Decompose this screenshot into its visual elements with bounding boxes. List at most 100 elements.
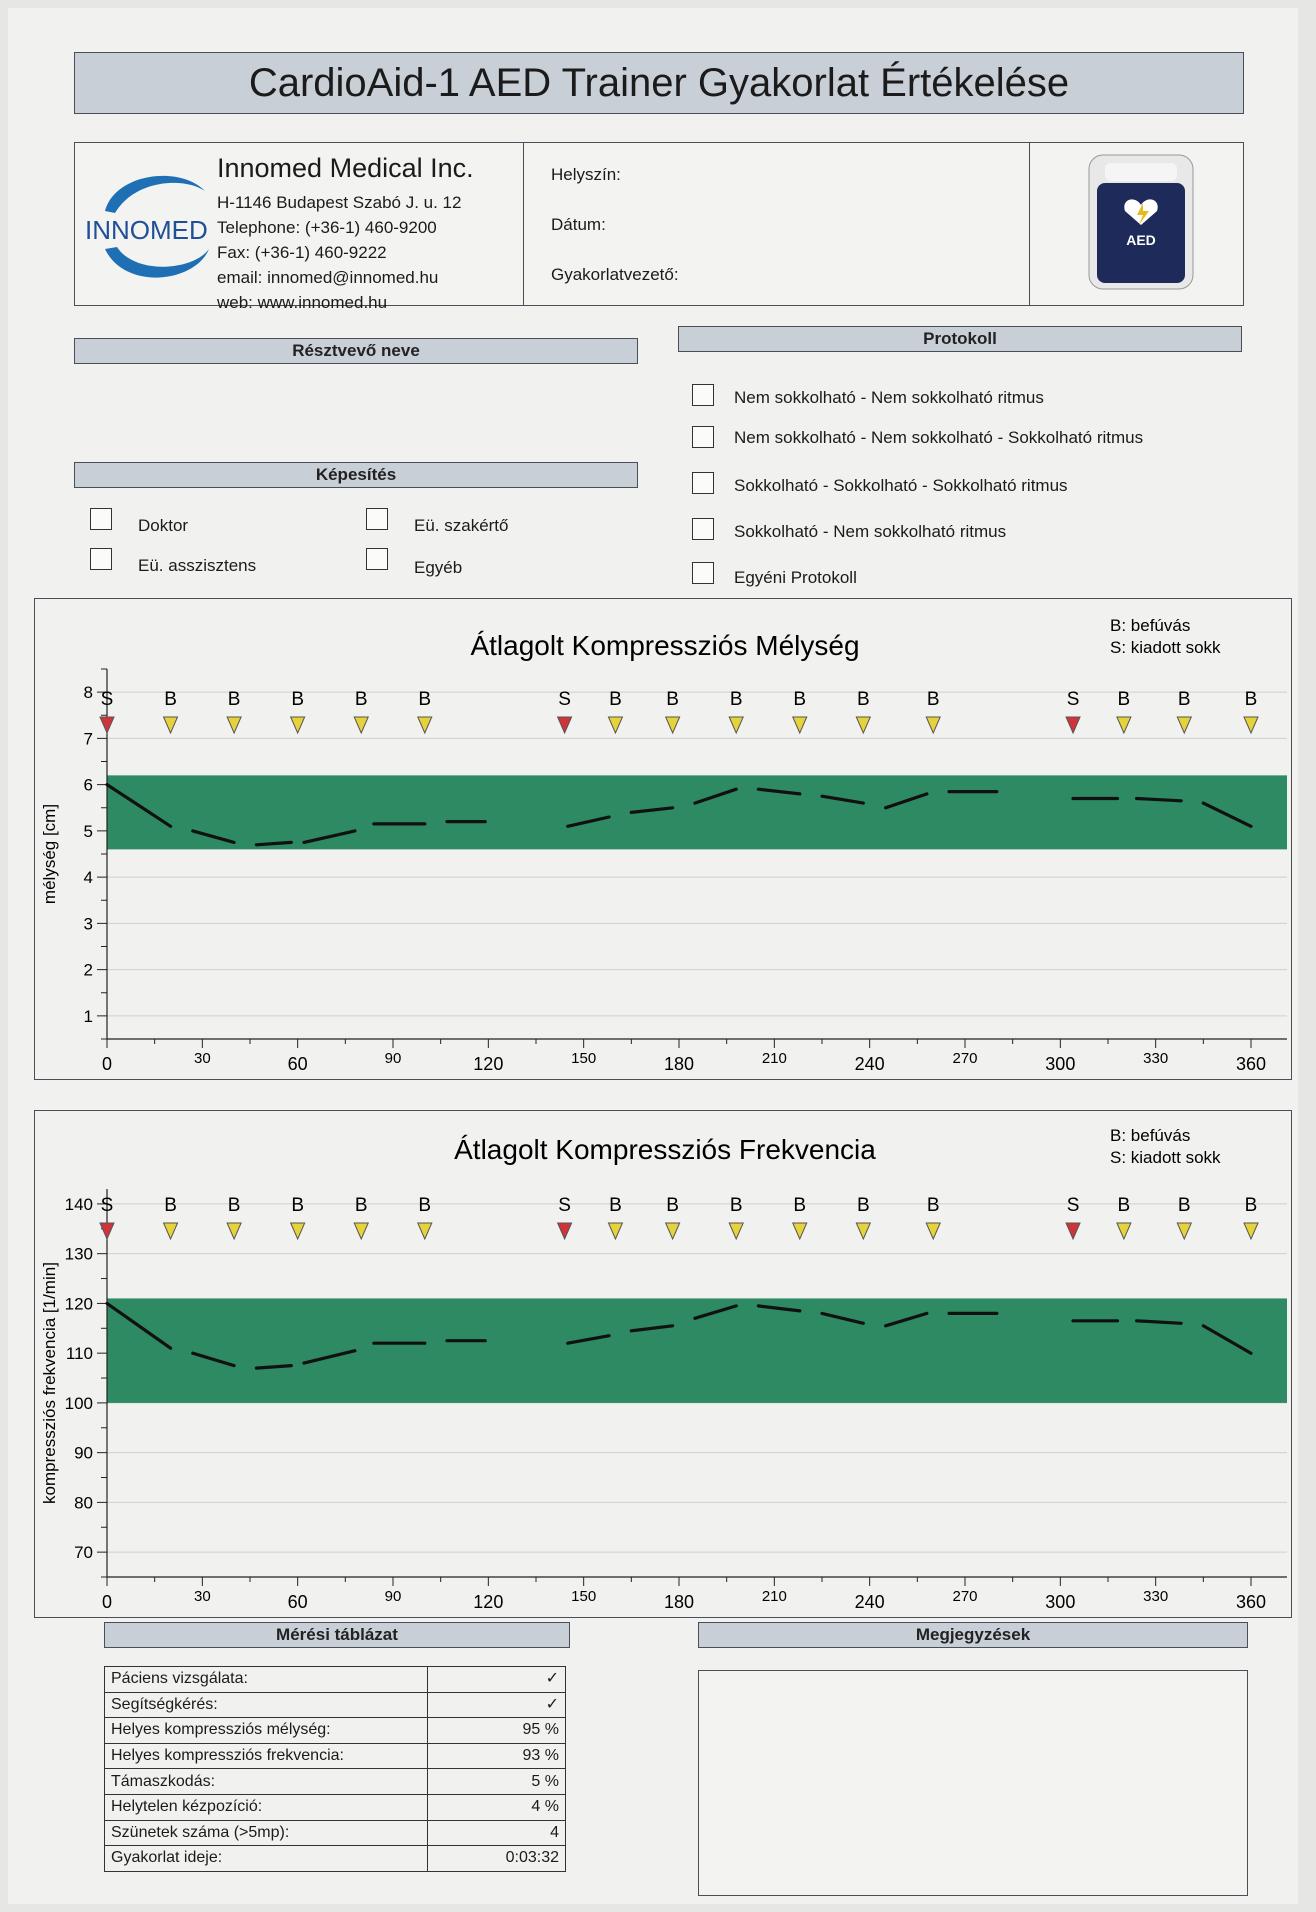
protocol-option-4-label: Sokkolható - Nem sokkolható ritmus xyxy=(734,522,1007,541)
protocol-option-3-checkbox[interactable] xyxy=(692,472,714,494)
date-label: Dátum: xyxy=(551,215,606,234)
breath-marker xyxy=(353,716,369,735)
measurement-header: Mérési táblázat xyxy=(104,1622,570,1648)
x-tick-label: 120 xyxy=(473,1054,503,1074)
protocol-option-1-checkbox[interactable] xyxy=(692,384,714,406)
breath-marker-label: B xyxy=(228,689,241,710)
logo-text: INNOMED xyxy=(85,215,208,245)
breath-marker xyxy=(607,1222,624,1241)
y-tick-label: 2 xyxy=(84,961,93,980)
breath-marker xyxy=(791,1222,808,1241)
row-value: ✓ xyxy=(427,1666,566,1693)
company-name: Innomed Medical Inc. xyxy=(217,153,474,183)
y-tick-label: 6 xyxy=(84,776,93,795)
protocol-option-5-checkbox[interactable] xyxy=(692,562,714,584)
shock-marker-label: S xyxy=(558,1195,571,1216)
qualification-assistant-label: Eü. asszisztens xyxy=(138,556,257,575)
y-axis-label: mélység [cm] xyxy=(40,804,59,904)
breath-marker xyxy=(289,1222,306,1241)
table-row: Helytelen kézpozíció: 4 % xyxy=(104,1793,566,1821)
breath-marker-label: B xyxy=(1118,689,1131,710)
x-tick-label: 90 xyxy=(385,1588,402,1605)
shock-marker xyxy=(556,716,573,735)
table-row: Szünetek száma (>5mp): 4 xyxy=(104,1819,566,1847)
series-segment xyxy=(566,815,611,828)
y-tick-label: 1 xyxy=(84,1007,93,1026)
x-tick-label: 60 xyxy=(288,1054,308,1074)
series-segment xyxy=(629,1324,675,1333)
protocol-option-2-label: Nem sokkolható - Nem sokkolható - Sokkol… xyxy=(734,428,1144,447)
table-row: Segítségkérés: ✓ xyxy=(104,1691,566,1719)
chart-title: Átlagolt Kompressziós Frekvencia xyxy=(454,1134,876,1165)
x-tick-label: 180 xyxy=(664,1054,694,1074)
row-label: Gyakorlat ideje: xyxy=(104,1845,428,1872)
breath-marker xyxy=(664,1222,681,1241)
x-tick-label: 0 xyxy=(102,1054,112,1074)
x-tick-label: 300 xyxy=(1045,1592,1075,1612)
shock-marker xyxy=(1065,1222,1081,1241)
page-title: CardioAid-1 AED Trainer Gyakorlat Értéke… xyxy=(74,52,1244,114)
breath-marker xyxy=(925,716,941,735)
breath-marker-label: B xyxy=(164,1195,177,1216)
breath-marker xyxy=(855,716,872,735)
qualification-other-checkbox[interactable] xyxy=(366,548,388,570)
y-tick-label: 7 xyxy=(84,729,93,748)
row-label: Helyes kompressziós mélység: xyxy=(104,1717,428,1744)
series-segment xyxy=(884,792,929,810)
aed-label: AED xyxy=(1126,232,1156,248)
qualification-doctor-label: Doktor xyxy=(138,516,189,535)
breath-marker xyxy=(664,716,681,735)
target-band xyxy=(107,775,1287,850)
qualification-doctor-checkbox[interactable] xyxy=(90,508,112,530)
shock-marker xyxy=(99,1222,115,1241)
row-value: ✓ xyxy=(427,1691,566,1719)
shock-marker-label: S xyxy=(101,689,114,710)
breath-marker-label: B xyxy=(291,1195,304,1216)
shock-marker-label: S xyxy=(1067,1195,1080,1216)
x-tick-label: 60 xyxy=(288,1592,308,1612)
breath-marker xyxy=(1116,1222,1132,1241)
x-tick-label: 300 xyxy=(1045,1054,1075,1074)
breath-marker-label: B xyxy=(355,1195,368,1216)
breath-marker xyxy=(1176,716,1193,735)
series-segment xyxy=(105,783,173,828)
qualification-header: Képesítés xyxy=(74,462,638,488)
table-row: Helyes kompressziós frekvencia: 93 % xyxy=(104,1742,566,1770)
series-segment xyxy=(1201,801,1253,828)
breath-marker-label: B xyxy=(730,1195,743,1216)
notes-box[interactable] xyxy=(698,1670,1248,1896)
participant-header: Résztvevő neve xyxy=(74,338,638,364)
table-row: Támaszkodás: 5 % xyxy=(104,1768,566,1795)
series-segment xyxy=(302,829,357,844)
series-segment xyxy=(756,1304,802,1313)
row-label: Páciens vizsgálata: xyxy=(104,1666,428,1693)
breath-marker xyxy=(728,716,744,735)
frequency-chart: Átlagolt Kompressziós Frekvencia B: befúv… xyxy=(40,1126,1287,1634)
protocol-option-5-label: Egyéni Protokoll xyxy=(734,568,857,587)
shock-marker-label: S xyxy=(101,1195,114,1216)
breath-marker xyxy=(226,716,242,735)
x-tick-label: 150 xyxy=(571,1588,596,1605)
shock-marker xyxy=(556,1222,573,1241)
protocol-option-4-checkbox[interactable] xyxy=(692,518,714,540)
frequency-chart-frame: Átlagolt Kompressziós Frekvencia B: befúv… xyxy=(34,1110,1292,1634)
aed-device-image: AED xyxy=(1088,154,1194,290)
evaluation-sheet: CardioAid-1 AED Trainer Gyakorlat Értéke… xyxy=(8,8,1298,1904)
protocol-option-2-checkbox[interactable] xyxy=(692,426,714,448)
breath-marker xyxy=(855,1222,872,1241)
y-tick-label: 4 xyxy=(84,868,93,887)
breath-marker xyxy=(1176,1222,1193,1241)
breath-marker-label: B xyxy=(857,1195,870,1216)
table-row: Páciens vizsgálata: ✓ xyxy=(104,1666,566,1693)
breath-marker xyxy=(728,1222,744,1241)
row-label: Helyes kompressziós frekvencia: xyxy=(104,1742,428,1770)
company-address: H-1146 Budapest Szabó J. u. 12 xyxy=(217,193,462,212)
row-label: Támaszkodás: xyxy=(104,1768,428,1795)
breath-marker xyxy=(925,1222,941,1241)
breath-marker xyxy=(162,1222,179,1241)
qualification-assistant-checkbox[interactable] xyxy=(90,548,112,570)
series-segment xyxy=(629,806,675,814)
qualification-expert-checkbox[interactable] xyxy=(366,508,388,530)
depth-chart-frame: Átlagolt Kompressziós Mélység B: befúvás S… xyxy=(34,598,1292,1096)
header-info-box: INNOMED Innomed Medical Inc. H-1146 Buda… xyxy=(74,142,1244,312)
